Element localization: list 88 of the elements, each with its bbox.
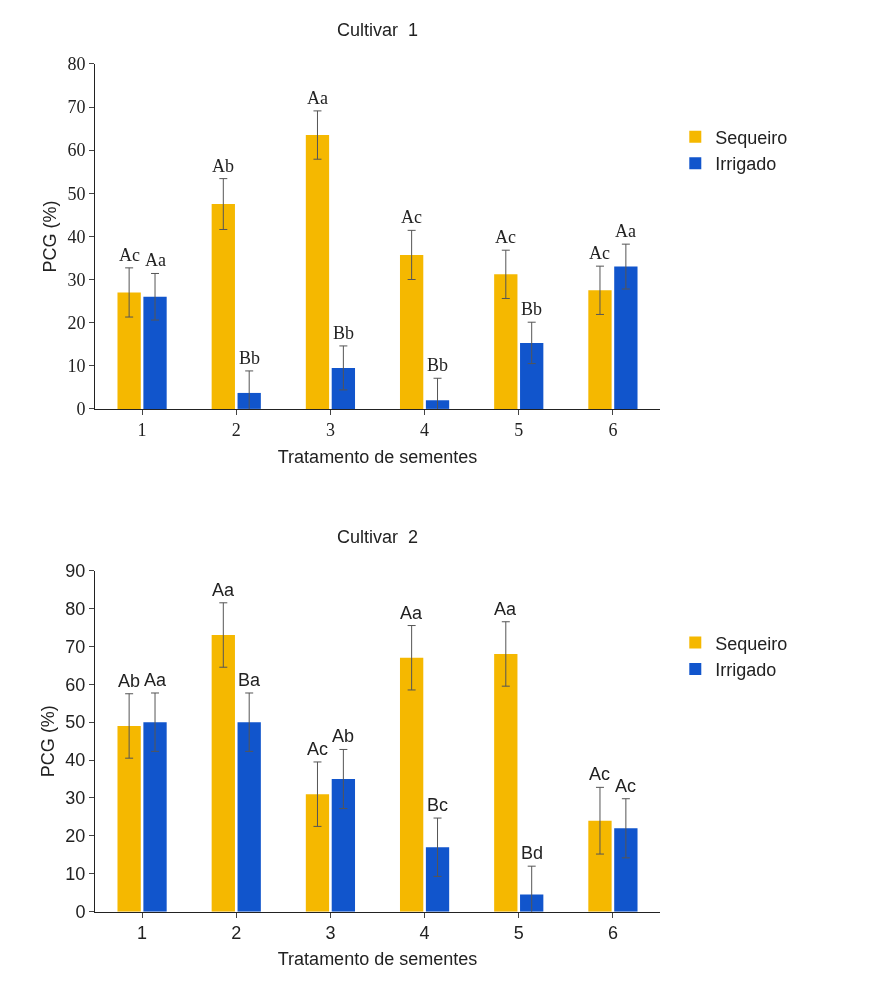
y-tick-label: 0	[75, 901, 86, 922]
legend-label: Sequeiro	[715, 633, 788, 654]
data-label: Bd	[521, 843, 544, 863]
bar	[588, 290, 612, 409]
y-tick-label: 90	[65, 560, 86, 581]
y-axis-title: PCG (%)	[39, 200, 60, 273]
x-tick-label: 1	[137, 420, 147, 441]
chart-title: Cultivar 1	[337, 20, 419, 40]
y-tick-label: 70	[67, 97, 86, 118]
bar	[520, 342, 544, 409]
bar	[211, 204, 235, 409]
data-label: Bb	[521, 299, 543, 319]
y-tick-label: 80	[65, 598, 86, 619]
bar	[305, 135, 330, 409]
x-tick-label: 1	[137, 923, 148, 944]
data-label: Bb	[333, 323, 355, 343]
y-tick-label: 60	[65, 674, 86, 695]
bar	[331, 367, 356, 409]
data-label: Aa	[145, 250, 166, 270]
x-tick-label: 4	[419, 923, 430, 944]
x-tick-label: 4	[420, 420, 430, 441]
data-label: Ab	[332, 726, 355, 746]
bar	[143, 722, 167, 912]
data-label: Ab	[212, 156, 234, 176]
legend-label: Sequeiro	[715, 127, 788, 148]
x-tick-label: 5	[514, 420, 524, 441]
x-tick-label: 3	[325, 420, 335, 441]
data-label: Aa	[307, 88, 328, 108]
x-tick-label: 6	[608, 420, 618, 441]
bar	[331, 779, 356, 912]
y-tick-label: 80	[67, 54, 86, 75]
legend-label: Irrigado	[715, 154, 777, 175]
data-label: Ac	[615, 776, 637, 796]
bar	[143, 296, 167, 409]
y-tick-label: 10	[65, 864, 86, 885]
legend-label: Irrigado	[715, 659, 777, 680]
bar	[614, 828, 638, 912]
data-label: Ac	[401, 207, 422, 227]
y-tick-label: 20	[67, 312, 86, 333]
bar	[305, 794, 330, 912]
data-label: Ac	[307, 739, 329, 759]
data-label: Aa	[212, 580, 236, 600]
bar	[237, 392, 261, 409]
bar	[494, 653, 518, 912]
bar	[425, 400, 450, 409]
chart-title: Cultivar 2	[337, 527, 419, 547]
y-tick-label: 70	[65, 636, 86, 657]
bar	[614, 266, 638, 409]
data-label: Bb	[427, 355, 449, 375]
y-tick-label: 30	[67, 269, 86, 290]
bar	[588, 820, 612, 912]
y-tick-label: 60	[67, 140, 86, 161]
x-tick-label: 2	[231, 420, 241, 441]
data-label: Bb	[239, 348, 261, 368]
x-axis-title: Tratamento de sementes	[277, 446, 478, 467]
y-tick-label: 40	[65, 750, 86, 771]
x-tick-label: 3	[325, 923, 336, 944]
y-axis-title: PCG (%)	[37, 705, 58, 778]
y-tick-label: 20	[65, 826, 86, 847]
y-tick-label: 50	[67, 183, 86, 204]
bar	[117, 725, 141, 912]
data-label: Aa	[144, 670, 168, 690]
y-tick-label: 50	[65, 712, 86, 733]
bar	[211, 635, 235, 912]
bar	[399, 254, 424, 409]
data-label: Bc	[427, 795, 449, 815]
x-axis-title: Tratamento de sementes	[277, 949, 478, 970]
bar	[237, 722, 261, 912]
x-tick-label: 6	[607, 923, 618, 944]
y-tick-label: 10	[67, 356, 86, 377]
data-label: Aa	[494, 599, 518, 619]
data-label: Ac	[495, 227, 516, 247]
bar	[425, 847, 450, 912]
data-label: Ab	[118, 671, 141, 691]
x-tick-label: 2	[231, 923, 242, 944]
x-tick-label: 5	[513, 923, 524, 944]
data-label: Ac	[589, 764, 611, 784]
y-tick-label: 0	[76, 399, 86, 420]
data-label: Ba	[238, 670, 262, 690]
data-label: Aa	[615, 221, 636, 241]
bar	[117, 292, 141, 409]
y-tick-label: 30	[65, 788, 86, 809]
y-tick-label: 40	[67, 226, 86, 247]
bar	[494, 274, 518, 409]
data-label: Ac	[119, 245, 140, 265]
data-label: Aa	[400, 603, 424, 623]
data-label: Ac	[589, 243, 610, 263]
bar	[399, 657, 424, 912]
